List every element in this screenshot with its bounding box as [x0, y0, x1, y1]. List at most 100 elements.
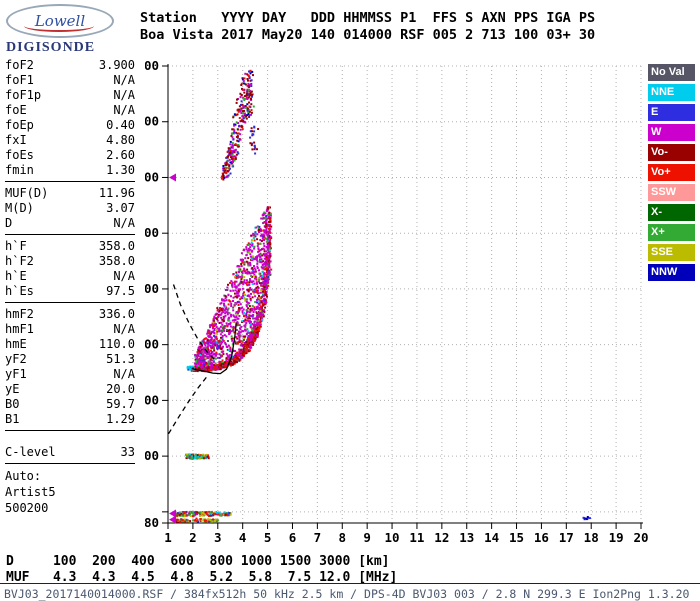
param-value: 4.80 — [106, 133, 135, 147]
param-value: 358.0 — [98, 239, 135, 253]
param-label: yE — [5, 382, 20, 396]
x-tick-label: 12 — [434, 530, 449, 545]
legend-item-vo-: Vo- — [648, 144, 695, 161]
param-label: fmin — [5, 163, 34, 177]
param-row-hmF2: hmF2 336.0 — [5, 307, 135, 322]
param-value: 3.07 — [106, 201, 135, 215]
param-row-foF2: foF2 3.900 — [5, 58, 135, 73]
param-group-3: hmF2 336.0 hmF1 N/A hmE 110.0 yF2 51.3 yF1 N/A yE 2… — [5, 307, 135, 431]
param-row-foE: foE N/A — [5, 103, 135, 118]
y-tick-label: 200 — [145, 448, 159, 463]
x-tick-label: 17 — [559, 530, 574, 545]
legend-item-vo+: Vo+ — [648, 164, 695, 181]
param-group-0: foF2 3.900 foF1 N/A foF1p N/A foE N/A foEp 0.40 fx… — [5, 58, 135, 182]
param-footer: Auto: — [5, 469, 42, 483]
param-label: D — [5, 216, 13, 230]
param-row-B1: B1 1.29 — [5, 412, 135, 427]
logo-oval: Lowell — [6, 4, 114, 38]
param-value: N/A — [113, 322, 135, 336]
param-row-fmin: fmin 1.30 — [5, 163, 135, 178]
param-label: B0 — [5, 397, 20, 411]
param-value: N/A — [113, 216, 135, 230]
x-tick-label: 13 — [459, 530, 474, 545]
param-value: 336.0 — [98, 307, 135, 321]
y-tick-label: 300 — [145, 392, 159, 407]
param-label: hmF2 — [5, 307, 34, 321]
param-label: hmF1 — [5, 322, 34, 336]
param-label: foF2 — [5, 58, 34, 72]
dashed-lower-extrapolation — [167, 376, 208, 435]
x-tick-label: 16 — [534, 530, 549, 545]
axes — [162, 64, 643, 529]
param-row-h`F2: h`F2 358.0 — [5, 254, 135, 269]
muf-row: MUF 4.3 4.3 4.5 4.8 5.2 5.8 7.5 12.0 [MH… — [6, 570, 398, 585]
x-tick-label: 4 — [239, 530, 247, 545]
param-row-h`F: h`F 358.0 — [5, 239, 135, 254]
axis-marker — [169, 515, 176, 524]
legend-item-ssw: SSW — [648, 184, 695, 201]
param-value: 59.7 — [106, 397, 135, 411]
param-label: MUF(D) — [5, 186, 49, 200]
x-tick-label: 19 — [609, 530, 624, 545]
echo-points — [172, 69, 591, 523]
param-row-foF1: foF1 N/A — [5, 73, 135, 88]
param-row-M(D): M(D) 3.07 — [5, 201, 135, 216]
legend-item-nne: NNE — [648, 84, 695, 101]
param-value: 110.0 — [98, 337, 135, 351]
param-row-C-level: C-level 33 — [5, 445, 135, 460]
param-value: 1.29 — [106, 412, 135, 426]
param-value: 2.60 — [106, 148, 135, 162]
tick-labels: 9008007006005004003002008012345678910111… — [145, 58, 649, 545]
param-value: N/A — [113, 73, 135, 87]
axis-marker — [169, 173, 176, 182]
parameter-panel: foF2 3.900 foF1 N/A foF1p N/A foE N/A foEp 0.40 fx… — [5, 58, 135, 516]
param-label: foF1p — [5, 88, 42, 102]
param-value: N/A — [113, 367, 135, 381]
param-value: 358.0 — [98, 254, 135, 268]
param-row-foF1p: foF1p N/A — [5, 88, 135, 103]
param-group-2: h`F 358.0 h`F2 358.0 h`E N/A h`Es 97.5 — [5, 239, 135, 303]
x-tick-label: 8 — [338, 530, 346, 545]
ionogram-chart: 9008007006005004003002008012345678910111… — [145, 58, 649, 545]
x-tick-label: 5 — [264, 530, 272, 545]
param-label: foEs — [5, 148, 34, 162]
y-tick-label: 400 — [145, 337, 159, 352]
x-tick-label: 9 — [363, 530, 371, 545]
param-value: 51.3 — [106, 352, 135, 366]
legend-item-nnw: NNW — [648, 264, 695, 281]
param-row-hmF1: hmF1 N/A — [5, 322, 135, 337]
param-footer: 500200 — [5, 501, 49, 515]
x-tick-label: 14 — [484, 530, 499, 545]
legend-item-x-: X- — [648, 204, 695, 221]
y-tick-label: 500 — [145, 281, 159, 296]
param-row-foEp: foEp 0.40 — [5, 118, 135, 133]
param-group-1: MUF(D) 11.96 M(D) 3.07 D N/A — [5, 186, 135, 235]
param-value: 3.900 — [98, 58, 135, 72]
param-value: 1.30 — [106, 163, 135, 177]
param-value: N/A — [113, 103, 135, 117]
y-tick-label: 80 — [145, 515, 159, 530]
param-row-MUF(D): MUF(D) 11.96 — [5, 186, 135, 201]
param-group-4: C-level 33 — [5, 445, 135, 464]
param-label: h`Es — [5, 284, 34, 298]
param-label: h`F — [5, 239, 27, 253]
param-row-D: D N/A — [5, 216, 135, 231]
legend-item-sse: SSE — [648, 244, 695, 261]
x-tick-label: 11 — [409, 530, 424, 545]
y-tick-label: 800 — [145, 114, 159, 129]
profile-curves — [167, 173, 237, 524]
y-tick-label: 900 — [145, 58, 159, 73]
y-tick-label: 700 — [145, 169, 159, 184]
x-tick-label: 2 — [189, 530, 197, 545]
param-row-h`E: h`E N/A — [5, 269, 135, 284]
station-header-labels: Station YYYY DAY DDD HHMMSS P1 FFS S AXN… — [140, 10, 596, 26]
param-row-yF1: yF1 N/A — [5, 367, 135, 382]
param-row-yF2: yF2 51.3 — [5, 352, 135, 367]
lowell-digisonde-logo: Lowell DIGISONDE — [6, 4, 126, 55]
status-bar: BVJ03_2017140014000.RSF / 384fx512h 50 k… — [0, 583, 700, 601]
x-tick-label: 1 — [164, 530, 172, 545]
x-tick-label: 18 — [584, 530, 599, 545]
axis-marker — [169, 509, 176, 518]
param-value: N/A — [113, 88, 135, 102]
x-tick-label: 7 — [314, 530, 322, 545]
